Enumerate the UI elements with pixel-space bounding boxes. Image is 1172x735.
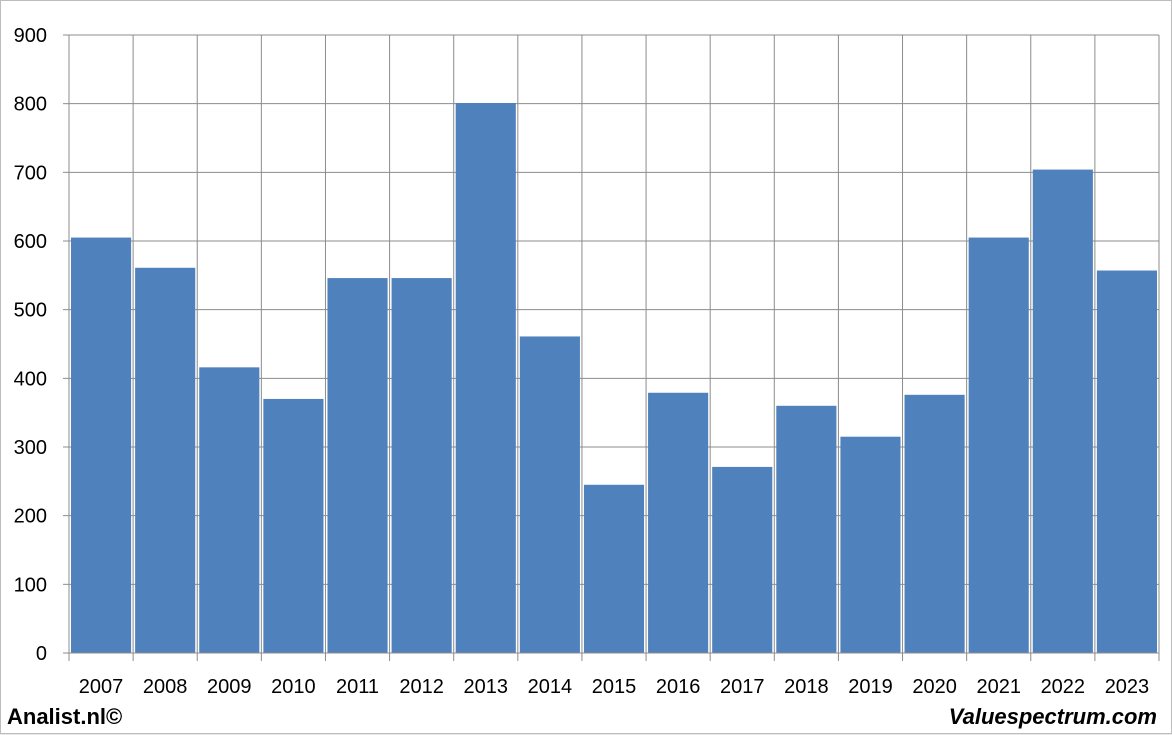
- labels-layer: 0 100 200 300 400 500 600 700 800 900 2007 2008 2009…: [14, 25, 1150, 698]
- bar-2009: [199, 367, 260, 653]
- y-tick-label: 600: [14, 231, 47, 253]
- grid-layer: [68, 34, 1160, 654]
- bar-2021: [968, 237, 1029, 654]
- x-tick-label-2010: 2010: [271, 676, 316, 698]
- y-tick-label: 200: [14, 506, 47, 528]
- bar-2019: [840, 436, 901, 653]
- bar-2018: [776, 405, 837, 653]
- x-tick-label-2015: 2015: [592, 676, 637, 698]
- bars-layer: [71, 102, 1157, 654]
- x-tick-label-2013: 2013: [464, 676, 509, 698]
- y-tick-label: 900: [14, 25, 47, 47]
- bar-2013: [455, 102, 516, 654]
- x-tick-label-2017: 2017: [720, 676, 765, 698]
- y-tick-label: 500: [14, 300, 47, 322]
- bar-2022: [1032, 169, 1093, 653]
- footer-source-right: Valuespectrum.com: [948, 704, 1157, 729]
- bar-2008: [135, 267, 196, 653]
- bar-2012: [391, 278, 452, 653]
- y-tick-label: 300: [14, 437, 47, 459]
- y-tick-label: 400: [14, 368, 47, 390]
- bar-2015: [583, 484, 645, 653]
- x-tick-label-2008: 2008: [143, 676, 188, 698]
- bar-2017: [712, 466, 773, 653]
- y-tick-label: 800: [14, 94, 47, 116]
- x-tick-label-2011: 2011: [336, 676, 379, 698]
- x-tick-label-2009: 2009: [207, 676, 252, 698]
- bar-2020: [904, 394, 965, 653]
- x-tick-label-2020: 2020: [912, 676, 957, 698]
- x-tick-label-2012: 2012: [399, 676, 444, 698]
- bar-2016: [648, 392, 709, 653]
- x-tick-label-2014: 2014: [528, 676, 573, 698]
- x-tick-label-2016: 2016: [656, 676, 701, 698]
- y-tick-label: 700: [14, 162, 47, 184]
- x-tick-label-2023: 2023: [1105, 676, 1150, 698]
- bar-2010: [263, 398, 324, 653]
- x-tick-label-2007: 2007: [79, 676, 124, 698]
- y-tick-label: 100: [14, 574, 47, 596]
- x-tick-label-2019: 2019: [848, 676, 893, 698]
- bar-2014: [519, 336, 580, 653]
- bar-2007: [71, 237, 132, 654]
- x-tick-label-2018: 2018: [784, 676, 829, 698]
- bar-2011: [327, 278, 388, 653]
- y-tick-label: 0: [36, 643, 47, 665]
- x-tick-label-2022: 2022: [1041, 676, 1086, 698]
- footer-source-left: Analist.nl©: [7, 704, 123, 729]
- x-tick-label-2021: 2021: [976, 676, 1021, 698]
- bar-2023: [1096, 270, 1157, 653]
- axis-layer: [63, 34, 1160, 661]
